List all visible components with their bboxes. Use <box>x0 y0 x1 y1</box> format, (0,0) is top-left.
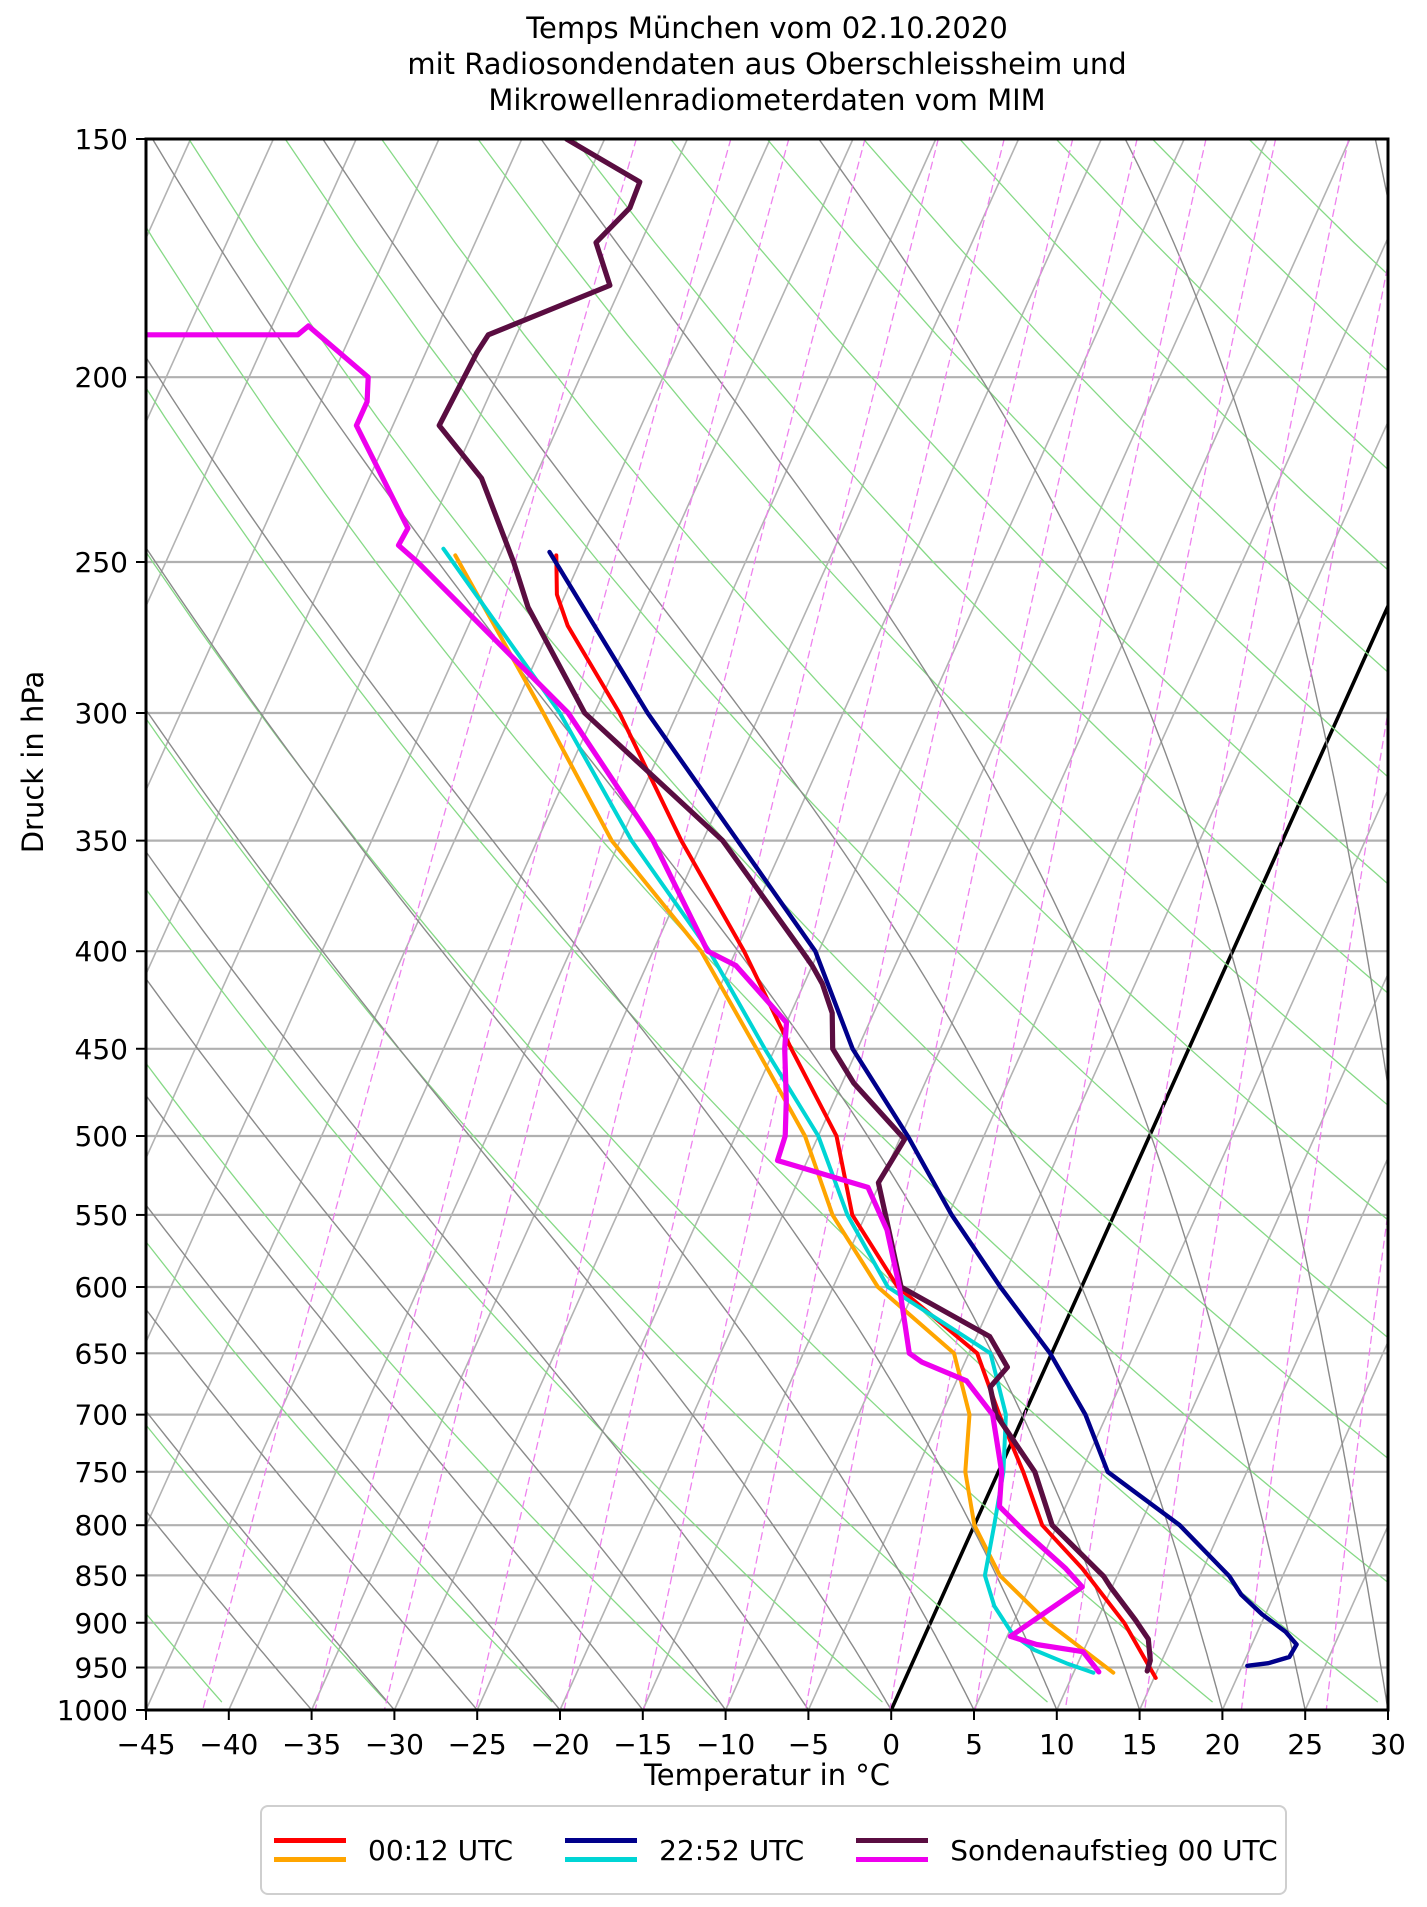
svg-text:950: 950 <box>75 1652 128 1685</box>
svg-text:−30: −30 <box>365 1728 424 1761</box>
svg-text:300: 300 <box>75 697 128 730</box>
legend-line-temperature-2252 <box>565 1838 638 1843</box>
legend-label: 22:52 UTC <box>659 1833 805 1867</box>
chart-title: Temps München vom 02.10.2020 mit Radioso… <box>407 10 1126 118</box>
svg-text:400: 400 <box>75 935 128 968</box>
legend-entry-sondenaufstieg: Sondenaufstieg 00 UTC <box>856 1833 1278 1867</box>
legend-swatches <box>856 1838 929 1862</box>
svg-text:550: 550 <box>75 1199 128 1232</box>
svg-text:25: 25 <box>1287 1728 1323 1761</box>
svg-text:500: 500 <box>75 1120 128 1153</box>
svg-text:0: 0 <box>882 1728 900 1761</box>
svg-text:−10: −10 <box>696 1728 755 1761</box>
svg-text:350: 350 <box>75 825 128 858</box>
svg-text:30: 30 <box>1370 1728 1406 1761</box>
legend-line-dewpoint-0012 <box>274 1857 346 1862</box>
chart-title-line-2: mit Radiosondendaten aus Oberschleisshei… <box>407 47 1127 81</box>
svg-text:−35: −35 <box>282 1728 341 1761</box>
svg-text:800: 800 <box>75 1509 128 1542</box>
x-axis-label: Temperatur in °C <box>643 1758 891 1792</box>
svg-text:200: 200 <box>75 361 128 394</box>
svg-text:20: 20 <box>1205 1728 1241 1761</box>
legend-line-dewpoint-2252 <box>565 1857 638 1862</box>
svg-text:650: 650 <box>75 1337 128 1370</box>
legend: 00:12 UTC 22:52 UTC Sondenaufstieg 00 UT… <box>260 1805 1287 1895</box>
chart-title-line-1: Temps München vom 02.10.2020 <box>526 11 1008 45</box>
svg-text:−40: −40 <box>199 1728 258 1761</box>
legend-line-temperature-sonde <box>856 1838 929 1843</box>
legend-label: Sondenaufstieg 00 UTC <box>950 1833 1278 1867</box>
legend-entry-2252utc: 22:52 UTC <box>565 1834 804 1867</box>
svg-text:250: 250 <box>75 546 128 579</box>
y-axis-label: Druck in hPa <box>16 670 50 854</box>
svg-text:−20: −20 <box>530 1728 589 1761</box>
legend-line-temperature-0012 <box>274 1838 346 1843</box>
svg-text:850: 850 <box>75 1559 128 1592</box>
legend-label: 00:12 UTC <box>368 1833 514 1867</box>
svg-text:−15: −15 <box>613 1728 672 1761</box>
legend-swatches <box>565 1838 638 1862</box>
svg-text:5: 5 <box>965 1728 983 1761</box>
legend-swatches <box>274 1838 346 1862</box>
legend-line-dewpoint-sonde <box>856 1857 929 1862</box>
legend-entry-0012utc: 00:12 UTC <box>274 1834 513 1867</box>
svg-text:900: 900 <box>75 1607 128 1640</box>
svg-text:600: 600 <box>75 1271 128 1304</box>
svg-text:1000: 1000 <box>57 1694 128 1727</box>
svg-text:15: 15 <box>1122 1728 1158 1761</box>
svg-text:−45: −45 <box>116 1728 175 1761</box>
chart-title-line-3: Mikrowellenradiometerdaten vom MIM <box>488 83 1046 117</box>
svg-text:150: 150 <box>75 123 128 156</box>
svg-text:750: 750 <box>75 1456 128 1489</box>
svg-text:−5: −5 <box>788 1728 829 1761</box>
svg-text:−25: −25 <box>448 1728 507 1761</box>
svg-text:700: 700 <box>75 1399 128 1432</box>
svg-text:450: 450 <box>75 1033 128 1066</box>
svg-text:10: 10 <box>1039 1728 1075 1761</box>
